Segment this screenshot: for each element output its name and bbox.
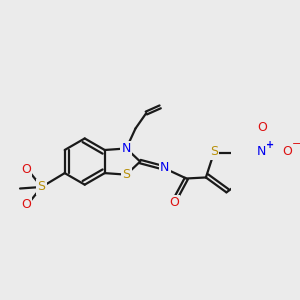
Text: O: O: [257, 122, 267, 134]
Text: O: O: [169, 196, 179, 209]
Text: S: S: [210, 145, 218, 158]
Text: S: S: [122, 168, 130, 181]
Text: O: O: [282, 145, 292, 158]
Text: O: O: [21, 163, 31, 176]
Text: N: N: [122, 142, 131, 155]
Text: O: O: [21, 198, 31, 211]
Text: N: N: [160, 161, 170, 174]
Text: S: S: [38, 181, 46, 194]
Text: N: N: [257, 145, 266, 158]
Text: +: +: [266, 140, 274, 150]
Text: −: −: [291, 139, 300, 149]
